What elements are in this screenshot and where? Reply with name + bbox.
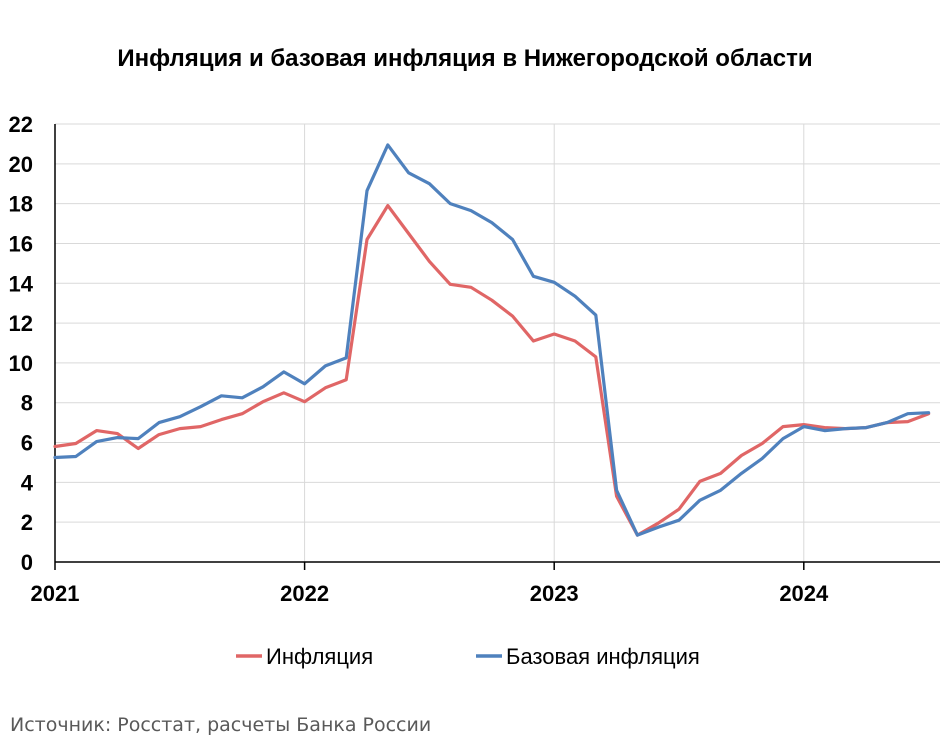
y-tick-label: 12 bbox=[9, 311, 33, 336]
y-tick-label: 14 bbox=[9, 271, 34, 296]
y-tick-label: 4 bbox=[21, 470, 34, 495]
y-tick-label: 6 bbox=[21, 431, 33, 456]
y-tick-label: 22 bbox=[9, 112, 33, 137]
y-tick-label: 18 bbox=[9, 192, 33, 217]
inflation-line bbox=[53, 204, 931, 537]
legend-label-core-inflation: Базовая инфляция bbox=[506, 644, 700, 669]
chart-title: Инфляция и базовая инфляция в Нижегородс… bbox=[117, 45, 813, 72]
core-inflation-line bbox=[53, 143, 931, 537]
y-tick-label: 8 bbox=[21, 391, 33, 416]
y-tick-label: 20 bbox=[9, 152, 33, 177]
x-tick-label: 2024 bbox=[779, 581, 829, 606]
source-note: Источник: Росстат, расчеты Банка России bbox=[10, 714, 432, 736]
legend-label-inflation: Инфляция bbox=[266, 644, 373, 669]
x-tick-label: 2022 bbox=[280, 581, 329, 606]
y-tick-label: 2 bbox=[21, 510, 33, 535]
legend: Инфляция Базовая инфляция bbox=[236, 644, 700, 669]
x-tick-label: 2023 bbox=[530, 581, 579, 606]
y-tick-label: 16 bbox=[9, 231, 33, 256]
y-tick-label: 0 bbox=[21, 550, 33, 575]
grid-lines bbox=[55, 123, 940, 562]
x-tick-label: 2021 bbox=[31, 581, 80, 606]
y-tick-label: 10 bbox=[9, 351, 33, 376]
series-lines bbox=[53, 143, 931, 537]
